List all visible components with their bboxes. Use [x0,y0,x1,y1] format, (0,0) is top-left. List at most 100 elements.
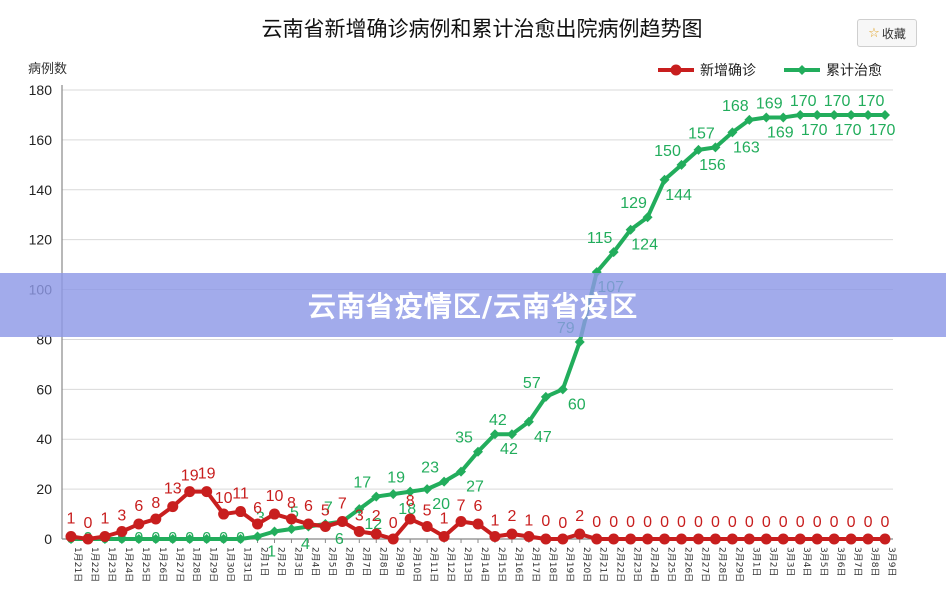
y-tick-label: 140 [29,182,53,198]
data-point [693,144,704,155]
data-label: 6 [253,500,262,517]
data-point [388,489,399,500]
legend-label: 新增确诊 [700,63,756,79]
data-point [184,534,195,544]
data-point [405,486,416,497]
data-label: 19 [198,466,216,483]
x-tick-label: 1月27日 [174,547,185,582]
data-point [794,533,806,545]
data-label: 0 [134,530,143,547]
data-point [557,533,569,545]
data-label: 0 [84,515,93,532]
data-label: 170 [858,93,885,110]
x-tick-label: 3月6日 [835,547,846,576]
data-point [235,506,247,518]
data-point [439,476,450,487]
data-label: 169 [767,124,794,141]
x-tick-label: 2月14日 [479,547,490,582]
data-point [133,534,144,544]
data-point [201,486,213,498]
x-tick-label: 2月18日 [547,547,558,582]
x-tick-label: 2月2日 [276,547,287,576]
data-point [82,533,94,545]
star-icon: ☆ [868,25,880,41]
data-label: 0 [847,514,856,531]
x-tick-label: 1月25日 [140,547,151,582]
x-tick-label: 2月19日 [564,547,575,582]
data-point [608,247,619,258]
x-tick-label: 2月23日 [632,547,643,582]
data-point [709,533,721,545]
data-label: 10 [215,490,233,507]
x-tick-label: 1月31日 [242,547,253,582]
data-label: 0 [660,514,669,531]
data-point [574,336,585,347]
data-label: 47 [534,429,552,446]
data-point [201,534,212,544]
data-label: 0 [762,514,771,531]
x-tick-label: 2月5日 [326,547,337,576]
x-tick-label: 1月22日 [89,547,100,582]
x-tick-label: 2月28日 [716,547,727,582]
x-tick-label: 2月25日 [666,547,677,582]
data-point [846,109,857,120]
data-point [743,533,755,545]
data-label: 6 [304,498,313,515]
x-tick-label: 3月7日 [852,547,863,576]
data-point [845,533,857,545]
data-point [99,531,111,543]
data-point [676,159,687,170]
data-point [252,531,263,542]
data-label: 0 [541,513,550,530]
data-point [404,513,416,525]
data-label: 0 [745,514,754,531]
data-point [438,531,450,543]
x-tick-label: 3月8日 [869,547,880,576]
data-label: 170 [835,122,862,139]
data-point [184,486,196,498]
x-tick-label: 2月20日 [581,547,592,582]
data-point [625,224,636,235]
data-point [371,491,382,502]
data-point [811,533,823,545]
x-tick-label: 2月24日 [649,547,660,582]
data-label: 170 [801,122,828,139]
data-point [744,114,755,125]
x-tick-label: 2月12日 [445,547,456,582]
data-label: 0 [779,514,788,531]
y-axis-label: 病例数 [28,62,67,77]
data-label: 19 [181,468,199,485]
data-point [523,416,534,427]
data-label: 169 [756,95,783,112]
data-point [540,533,552,545]
data-point [336,516,348,528]
data-point [370,528,382,540]
x-tick-label: 3月2日 [767,547,778,576]
legend-marker [797,65,807,75]
data-point [760,533,772,545]
data-point [473,446,483,457]
x-tick-label: 1月21日 [72,547,83,582]
data-label: 1 [67,511,76,528]
x-tick-label: 2月10日 [411,547,422,582]
data-label: 144 [665,187,692,204]
data-label: 13 [164,481,182,498]
data-label: 0 [592,514,601,531]
y-tick-label: 180 [29,82,53,98]
x-tick-label: 2月11日 [428,547,439,582]
legend-marker [670,64,682,76]
gridlines [62,89,893,490]
data-label: 5 [321,503,330,520]
data-label: 3 [256,510,265,527]
x-tick-label: 2月17日 [530,547,541,582]
data-point [880,109,890,120]
x-tick-label: 3月1日 [750,547,761,576]
collect-button[interactable]: ☆ 收藏 [857,19,917,47]
data-point [523,531,535,543]
data-label: 0 [694,514,703,531]
data-point [285,513,297,525]
data-point [642,212,653,223]
x-tick-label: 3月3日 [784,547,795,576]
data-point [218,508,230,520]
